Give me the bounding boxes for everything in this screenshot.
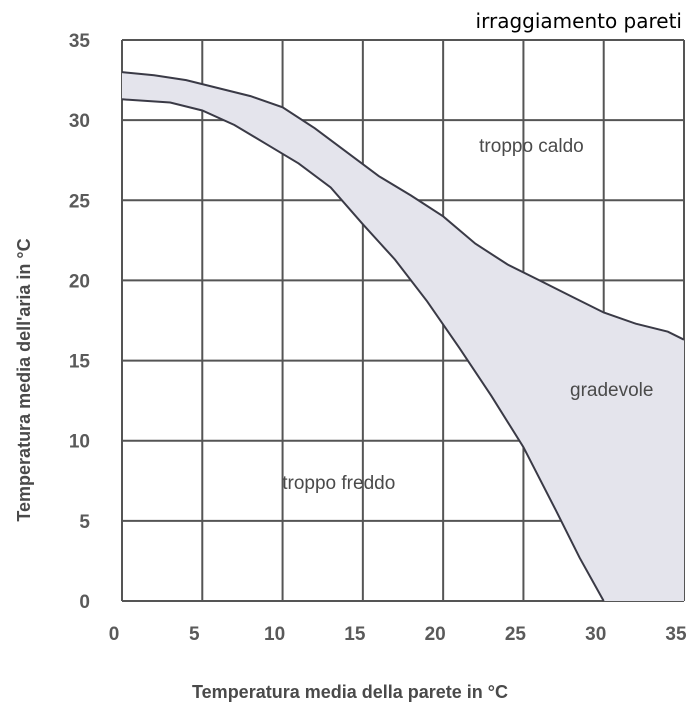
upper-bound-line (121, 71, 685, 341)
x-tick-15: 15 (344, 624, 366, 645)
region-labels: troppo caldo gradevole troppo freddo (282, 136, 653, 494)
y-tick-0: 0 (79, 592, 90, 613)
x-tick-25: 25 (505, 624, 527, 645)
region-label-troppo-caldo: troppo caldo (479, 136, 584, 157)
x-tick-30: 30 (585, 624, 606, 645)
comfort-band-area (122, 72, 684, 602)
y-tick-25: 25 (69, 191, 91, 212)
y-tick-30: 30 (69, 111, 90, 132)
x-tick-0: 0 (109, 624, 120, 645)
y-tick-10: 10 (69, 432, 90, 453)
y-tick-15: 15 (69, 352, 91, 373)
chart-title: irraggiamento pareti (476, 9, 682, 33)
x-axis-title: Temperatura media della parete in °C (192, 682, 508, 702)
region-label-troppo-freddo: troppo freddo (282, 473, 395, 494)
y-tick-35: 35 (69, 31, 91, 52)
x-tick-10: 10 (264, 624, 285, 645)
lower-bound-line (121, 98, 605, 602)
x-tick-5: 5 (189, 624, 200, 645)
y-axis-title: Temperatura media dell'aria in °C (14, 238, 34, 521)
x-tick-35: 35 (665, 624, 687, 645)
x-tick-20: 20 (425, 624, 446, 645)
y-tick-20: 20 (69, 271, 90, 292)
y-tick-5: 5 (79, 512, 90, 533)
y-tick-labels: 0 5 10 15 20 25 30 35 (69, 31, 91, 613)
region-label-gradevole: gradevole (570, 380, 653, 401)
x-tick-labels: 0 5 10 15 20 25 30 35 (109, 624, 687, 645)
